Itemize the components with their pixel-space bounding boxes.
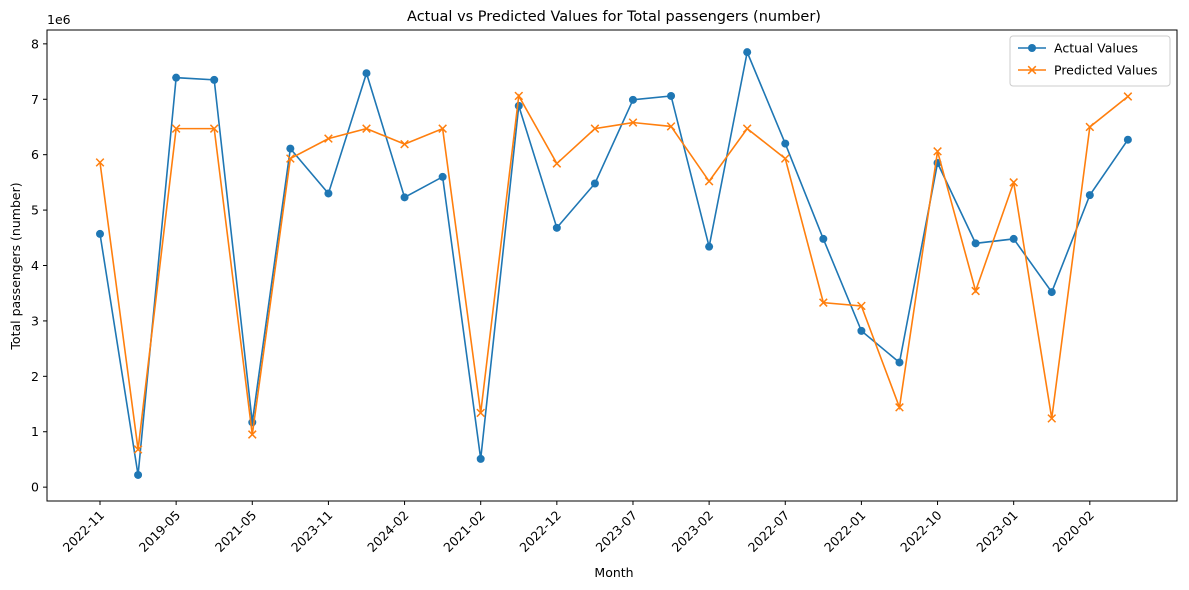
series-line-predicted [99, 93, 1129, 450]
predicted-point [209, 124, 219, 133]
actual-point [819, 234, 828, 243]
predicted-point [590, 124, 600, 133]
series-line-actual [99, 49, 1129, 476]
y-tick-label: 1 [31, 424, 39, 439]
predicted-point [742, 124, 752, 133]
y-tick-label: 2 [31, 369, 39, 384]
x-tick-label: 2019-05 [136, 508, 184, 556]
actual-point [667, 91, 676, 100]
predicted-point [1047, 414, 1057, 423]
actual-point [96, 229, 104, 238]
actual-point [134, 470, 143, 479]
actual-point [971, 239, 980, 248]
chart-title: Actual vs Predicted Values for Total pas… [407, 9, 821, 25]
actual-point [400, 193, 409, 202]
predicted-point [95, 158, 105, 167]
predicted-point [895, 403, 904, 412]
y-tick-label: 3 [31, 313, 39, 328]
actual-point [1047, 288, 1056, 297]
y-tick-label: 6 [31, 147, 39, 162]
x-tick-label: 2022-10 [897, 507, 945, 555]
predicted-point [818, 298, 828, 307]
actual-point [1123, 135, 1132, 144]
legend-marker-circle [1028, 44, 1036, 52]
y-axis-label: Total passengers (number) [8, 182, 23, 350]
predicted-point [133, 445, 143, 454]
predicted-point [171, 124, 181, 133]
x-tick-label: 2020-02 [1049, 508, 1097, 556]
y-tick-label: 4 [31, 258, 39, 273]
predicted-point [780, 154, 790, 163]
predicted-point [971, 286, 980, 296]
y-tick-label: 5 [31, 203, 39, 218]
x-axis-label: Month [594, 565, 633, 580]
actual-point [743, 48, 752, 57]
predicted-point [628, 118, 638, 127]
predicted-point [286, 154, 295, 163]
legend-label: Predicted Values [1054, 63, 1158, 78]
actual-point [172, 73, 181, 82]
x-tick-label: 2022-07 [745, 508, 793, 556]
actual-point [324, 189, 333, 198]
legend-box [1009, 35, 1171, 87]
actual-point [362, 69, 371, 78]
predicted-point [704, 176, 714, 186]
x-tick-label: 2022-12 [516, 508, 564, 556]
actual-point [781, 139, 790, 148]
x-tick-label: 2022-01 [821, 508, 869, 556]
actual-point [552, 223, 561, 232]
predicted-point [1123, 92, 1133, 101]
predicted-point [247, 430, 257, 439]
predicted-point [514, 91, 524, 101]
predicted-point [362, 124, 371, 133]
predicted-point [324, 134, 333, 143]
x-tick-label: 2022-11 [60, 508, 108, 556]
actual-point [438, 172, 447, 181]
y-offset-label: 1e6 [47, 12, 71, 27]
y-tick-label: 0 [31, 480, 39, 495]
actual-point [210, 75, 219, 84]
predicted-point [476, 408, 486, 418]
actual-point [705, 242, 714, 251]
predicted-point [666, 122, 676, 131]
y-tick-label: 8 [31, 36, 39, 51]
actual-point [895, 358, 904, 367]
predicted-point [933, 147, 942, 156]
actual-point [286, 144, 295, 153]
legend-label: Actual Values [1054, 41, 1138, 56]
predicted-point [1009, 178, 1019, 187]
actual-point [514, 101, 523, 110]
y-tick-label: 7 [31, 92, 39, 107]
x-tick-label: 2023-02 [669, 508, 717, 556]
actual-point [1085, 191, 1094, 200]
x-tick-label: 2023-07 [593, 508, 641, 556]
predicted-point [438, 124, 447, 133]
x-tick-label: 2021-05 [212, 508, 260, 556]
plot-area: 0 1 2 3 4 5 6 7 8 2022-11 2019-05 2021-05 2023-11 202… [31, 29, 1178, 556]
legend: Actual Values Predicted Values [1009, 35, 1171, 87]
x-tick-label: 2024-02 [364, 508, 412, 556]
x-tick-label: 2021-02 [440, 508, 488, 556]
actual-point [590, 179, 599, 188]
predicted-point [400, 139, 409, 149]
predicted-point [1085, 122, 1095, 132]
x-tick-label: 2023-01 [973, 508, 1021, 556]
actual-point [857, 326, 866, 335]
actual-point [1009, 234, 1018, 243]
x-tick-label: 2023-11 [288, 508, 336, 556]
actual-point [476, 454, 485, 463]
actual-point [628, 95, 637, 104]
legend-marker-x [1027, 65, 1037, 75]
predicted-point [857, 301, 866, 311]
predicted-point [552, 159, 562, 168]
